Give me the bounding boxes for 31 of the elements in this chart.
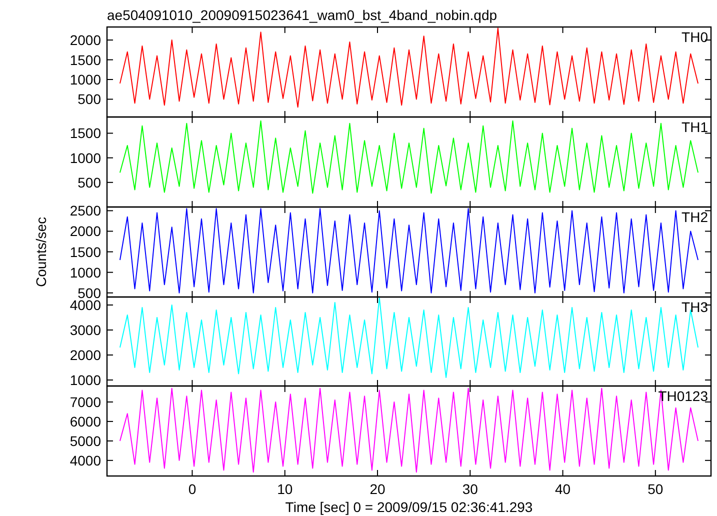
y-tick-label: 3000 (70, 322, 102, 338)
y-tick-label: 1500 (70, 125, 102, 142)
y-tick-label: 2500 (70, 202, 102, 219)
x-tick-label: 0 (188, 481, 196, 497)
series-label: TH1 (682, 119, 708, 135)
y-tick-label: 2000 (70, 223, 102, 240)
y-tick-label: 1000 (70, 150, 102, 166)
x-tick-label: 50 (648, 481, 664, 497)
chart-title: ae504091010_20090915023641_wam0_bst_4band_nobin.qdp (107, 7, 498, 23)
x-tick-label: 30 (462, 481, 478, 497)
y-tick-label: 4000 (70, 452, 102, 468)
x-tick-label: 20 (370, 481, 386, 497)
y-tick-label: 2000 (70, 347, 102, 363)
y-tick-label: 1000 (70, 264, 102, 280)
series-label: TH0 (682, 29, 708, 45)
y-tick-label: 500 (78, 174, 102, 190)
y-tick-label: 5000 (70, 432, 102, 449)
y-tick-label: 7000 (70, 394, 102, 410)
series-label: TH3 (682, 299, 708, 315)
y-tick-label: 1000 (70, 72, 102, 88)
series-label: TH2 (682, 209, 708, 225)
y-tick-label: 1500 (70, 244, 102, 260)
x-tick-label: 10 (277, 481, 293, 497)
x-axis-title: Time [sec] 0 = 2009/09/15 02:36:41.293 (285, 499, 533, 515)
x-tick-label: 40 (554, 481, 571, 497)
y-tick-label: 2000 (70, 32, 102, 48)
y-axis-title: Counts/sec (33, 216, 49, 288)
y-tick-label: 1500 (70, 52, 102, 68)
y-tick-label: 1000 (70, 372, 102, 388)
y-tick-label: 6000 (70, 413, 102, 430)
y-tick-label: 500 (78, 91, 102, 108)
